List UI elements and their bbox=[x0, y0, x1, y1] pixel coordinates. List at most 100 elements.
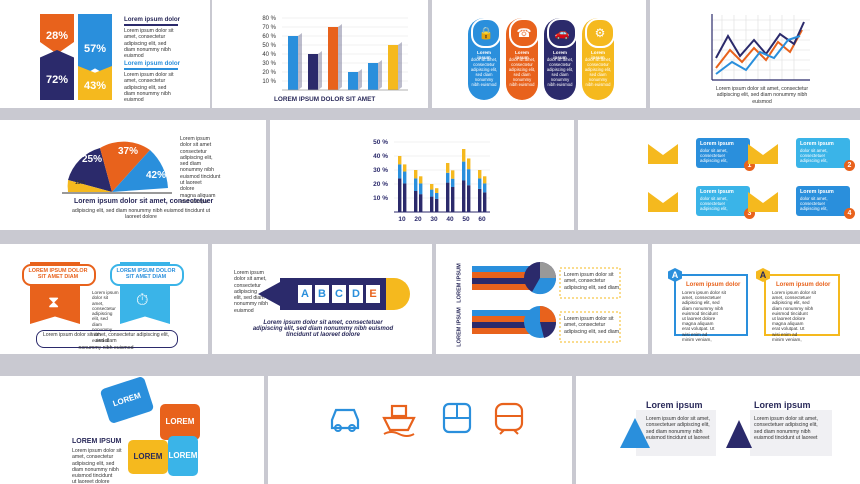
slide-thumb-bar-pie-combo[interactable]: LOREM IPSUM LOREM IPSUM Lorem ipsum dolo… bbox=[436, 244, 648, 354]
middle-text: Lorem ipsum dolor sit amet, consectetur … bbox=[92, 290, 119, 343]
heading-underline bbox=[124, 24, 178, 26]
card-body: dolor sit amet, consectetuer adipiscing … bbox=[800, 196, 828, 211]
stacked-bar-segment bbox=[446, 172, 450, 183]
y-tick-label: 60 % bbox=[262, 34, 276, 40]
bar-side bbox=[378, 60, 382, 90]
stopwatch-icon: ⏱ bbox=[136, 292, 149, 309]
stacked-bar-segment bbox=[398, 156, 402, 165]
puzzle-piece-orange: LOREM bbox=[160, 404, 200, 440]
y-tick-label: 70 % bbox=[262, 25, 276, 31]
stacked-bar-segment bbox=[467, 158, 471, 170]
stacked-bar-segment bbox=[462, 180, 466, 212]
card-1-bg bbox=[636, 410, 716, 456]
callout-text-1: Lorem ipsum dolor sit amet, consectetur … bbox=[564, 272, 620, 291]
stacked-bar-segment bbox=[446, 163, 450, 173]
envelope-icon bbox=[748, 144, 778, 164]
slide-thumb-pencil-steps[interactable]: Lorem ipsum dolor sit amet, consectetur … bbox=[212, 244, 432, 354]
car-icon: 🚗 bbox=[547, 18, 577, 48]
bus-icon bbox=[442, 402, 472, 434]
stacked-bar-segment bbox=[414, 191, 418, 212]
panel-b-border bbox=[764, 274, 840, 336]
puzzle-piece-yellow: LOREM bbox=[128, 440, 168, 474]
bar bbox=[288, 36, 298, 90]
envelope-icon bbox=[648, 192, 678, 212]
y-tick-label: 50 % bbox=[373, 139, 388, 146]
vertical-label-1: LOREM IPSUM bbox=[456, 263, 463, 303]
slide-thumb-pie-fan[interactable]: 25% 37% 42% 15% Lorem ipsum dolor sit am… bbox=[0, 120, 266, 230]
pie-side-text: Lorem ipsum dolor sit amet consectetur a… bbox=[180, 136, 221, 205]
heading-underline bbox=[124, 68, 178, 70]
slide-thumb-letter-panels[interactable]: A A Lorem ipsum dolor Lorem ipsum dolor … bbox=[652, 244, 860, 354]
puzzle-piece-cyan: LOREM bbox=[168, 436, 198, 476]
bar-side bbox=[298, 33, 302, 90]
gear-icon: ⚙ bbox=[585, 18, 615, 48]
y-tick-label: 20 % bbox=[262, 70, 276, 76]
stacked-bar-segment bbox=[398, 164, 402, 179]
pie-label-15: 15% bbox=[75, 180, 86, 186]
slide-thumb-triangle-cards[interactable]: Lorem ipsum Lorem ipsum Lorem ipsum dolo… bbox=[576, 376, 860, 484]
bar-side bbox=[398, 42, 402, 90]
stacked-bar-segment bbox=[483, 183, 487, 193]
left-title-box bbox=[22, 264, 96, 286]
pie-label-25: 25% bbox=[82, 154, 103, 165]
train-icon bbox=[494, 402, 524, 435]
info-card bbox=[696, 186, 750, 216]
slide-thumb-percent-blocks[interactable]: 28% 57% 72% 43% Lorem ipsum dolor Lorem … bbox=[0, 0, 210, 108]
info-card bbox=[796, 186, 850, 216]
pill-label: Lorem ipsum bbox=[476, 50, 492, 60]
slide-thumb-mail-cards[interactable]: Lorem ipsum dolor sit amet, consectetuer … bbox=[578, 120, 860, 230]
bar-side bbox=[358, 69, 362, 90]
x-tick-label: 50 bbox=[462, 216, 470, 223]
bar bbox=[368, 63, 378, 90]
slide-thumb-hourglass-timer[interactable]: LOREM IPSUM DOLOR SIT AMET DIAM ⧗ LOREM … bbox=[0, 244, 208, 354]
stacked-bar-segment bbox=[430, 184, 434, 190]
pill-label: Lorem ipsum bbox=[590, 50, 606, 60]
stacked-bar-segment bbox=[478, 178, 482, 189]
stacked-bar-segment bbox=[467, 169, 471, 186]
hourglass-icon: ⧗ bbox=[48, 294, 60, 311]
y-tick-label: 40 % bbox=[262, 52, 276, 58]
triangle-icon-navy bbox=[726, 420, 752, 448]
y-tick-label: 50 % bbox=[262, 43, 276, 49]
letter-step: A bbox=[298, 285, 312, 303]
x-tick-label: 30 bbox=[430, 216, 438, 223]
puzzle-piece-blue: LOREM bbox=[99, 376, 155, 425]
stacked-bar-segment bbox=[478, 188, 482, 212]
block-heading-1: Lorem ipsum dolor bbox=[124, 16, 181, 23]
info-card bbox=[796, 138, 850, 168]
line-chart-arrows bbox=[711, 14, 810, 81]
stacked-bar-segment bbox=[414, 178, 418, 191]
letter-step: B bbox=[315, 285, 329, 303]
slide-thumb-line-chart[interactable]: Lorem ipsum dolor sit amet, consectetur … bbox=[650, 0, 860, 108]
panel-a-body: Lorem ipsum dolor sit amet, consectetuer… bbox=[682, 290, 726, 342]
slide-thumb-icon-pills[interactable]: 🔒 Lorem ipsum dolor sit amet, consectetur … bbox=[432, 0, 646, 108]
stacked-bar-segment bbox=[435, 188, 439, 193]
bar bbox=[328, 27, 338, 90]
triangle-icon-blue bbox=[620, 418, 650, 448]
slide-thumb-bar-chart-3d[interactable]: 80 % 70 % 60 % 50 % 40 % 30 % 20 % 10 % LOREM I… bbox=[212, 0, 428, 108]
slide-thumb-stacked-bars[interactable]: 50 % 40 % 30 % 20 % 10 % 10 20 30 40 50 60 bbox=[270, 120, 574, 230]
letter-step: E bbox=[366, 285, 380, 303]
bottom-text-box bbox=[36, 330, 178, 348]
car-icon bbox=[330, 408, 360, 432]
chart-title: LOREM IPSUM DOLOR SIT AMET bbox=[274, 96, 376, 103]
pill-body: dolor sit amet, consectetur adipiscing e… bbox=[546, 57, 574, 87]
letter-badge-b: A bbox=[756, 268, 770, 282]
card-2-heading: Lorem ipsum bbox=[754, 400, 811, 410]
stacked-bar-segment bbox=[430, 189, 434, 197]
bar-chart-3d: 80 % 70 % 60 % 50 % 40 % 30 % 20 % 10 % bbox=[262, 16, 408, 91]
card-2-body: Lorem ipsum dolor sit amet, consectetuer… bbox=[754, 416, 819, 441]
stacked-bar-segment bbox=[446, 182, 450, 212]
letter-step: C bbox=[332, 285, 346, 303]
percent-block-72: 72% bbox=[40, 50, 74, 100]
card-body: dolor sit amet, consectetuer adipiscing … bbox=[800, 148, 828, 163]
pill-label: Lorem ipsum bbox=[552, 50, 568, 60]
slide-thumb-transport-icons[interactable] bbox=[268, 376, 572, 484]
percent-block-57: 57% bbox=[78, 14, 112, 78]
panel-b-heading: Lorem ipsum dolor bbox=[776, 282, 831, 288]
stacked-bar-segment bbox=[451, 187, 455, 212]
y-tick-label: 10 % bbox=[373, 195, 388, 202]
card-1-heading: Lorem ipsum bbox=[646, 400, 703, 410]
slide-thumb-puzzle[interactable]: LOREM LOREM LOREM LOREM LOREM IPSUM Lore… bbox=[0, 376, 264, 484]
card-heading: Lorem ipsum bbox=[800, 189, 834, 195]
